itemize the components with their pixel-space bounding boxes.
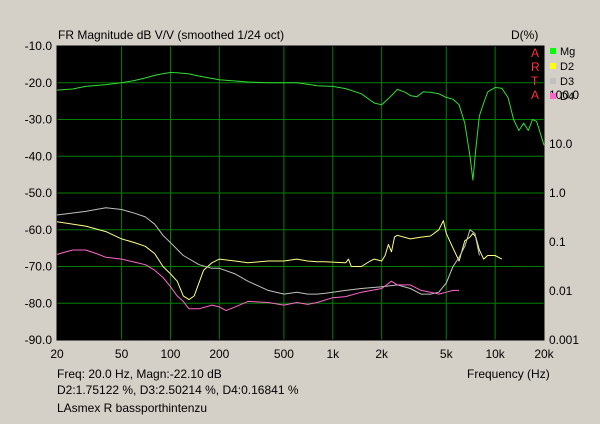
y-tick-label: -40.0 xyxy=(25,149,53,163)
right-tick-label: 10.0 xyxy=(549,137,573,151)
x-tick-label: 100 xyxy=(160,347,180,361)
watermark-letter: R xyxy=(531,60,540,74)
series-line-d4 xyxy=(56,249,460,312)
y-tick-label: -20.0 xyxy=(25,76,53,90)
x-tick-label: 500 xyxy=(274,347,294,361)
chart-title: FR Magnitude dB V/V (smoothed 1/24 oct) xyxy=(58,28,284,42)
grid xyxy=(56,45,545,341)
x-tick-label: 2k xyxy=(375,347,389,361)
x-tick-label: 200 xyxy=(209,347,229,361)
info-frequency-magnitude: Freq: 20.0 Hz, Magn:-22.10 dB xyxy=(57,367,222,381)
legend-label-d3: D3 xyxy=(560,76,574,88)
legend-swatch-mg xyxy=(550,48,556,54)
x-tick-label: 50 xyxy=(115,347,129,361)
legend-swatch-d3 xyxy=(550,78,556,84)
info-measurement-name: LAsmex R bassporthintenzu xyxy=(57,401,207,415)
right-tick-label: 100.0 xyxy=(549,88,579,102)
legend-label-d2: D2 xyxy=(560,61,574,73)
x-tick-label: 5k xyxy=(440,347,454,361)
right-axis: 100.0 10.0 1.0 0.1 0.01 0.001 xyxy=(549,88,579,347)
series-line-mg xyxy=(56,72,545,181)
watermark-letter: A xyxy=(531,46,539,60)
y-tick-label: -50.0 xyxy=(25,186,53,200)
y-tick-label: -30.0 xyxy=(25,113,53,127)
legend-swatch-d4 xyxy=(550,93,556,99)
right-axis-title: D(%) xyxy=(511,28,538,42)
right-tick-label: 0.01 xyxy=(549,284,573,298)
legend-label-mg: Mg xyxy=(560,46,575,58)
watermark-letter: A xyxy=(531,88,539,102)
plot-frame xyxy=(56,45,545,341)
info-distortion: D2:1.75122 %, D3:2.50214 %, D4:0.16841 % xyxy=(57,383,299,397)
legend-swatch-d2 xyxy=(550,63,556,69)
y-tick-label: -10.0 xyxy=(25,39,53,53)
x-axis-label: Frequency (Hz) xyxy=(467,367,550,381)
x-axis: 20 50 100 200 500 1k 2k 5k 10k 20k xyxy=(50,347,554,361)
x-tick-label: 20 xyxy=(50,347,64,361)
legend-label-d4: D4 xyxy=(560,91,574,103)
right-tick-label: 0.1 xyxy=(549,235,566,249)
legend: Mg D2 D3 D4 xyxy=(550,46,575,103)
right-tick-label: 1.0 xyxy=(549,186,566,200)
y-axis: -10.0 -20.0 -30.0 -40.0 -50.0 -60.0 -70.0 -80.0… xyxy=(25,39,53,347)
y-tick-label: -90.0 xyxy=(25,333,53,347)
x-tick-label: 20k xyxy=(534,347,554,361)
right-tick-label: 0.001 xyxy=(549,333,579,347)
series-line-d2 xyxy=(56,220,503,301)
y-tick-label: -60.0 xyxy=(25,223,53,237)
y-tick-label: -70.0 xyxy=(25,260,53,274)
watermark-letter: T xyxy=(531,74,539,88)
x-tick-label: 10k xyxy=(485,347,505,361)
y-tick-label: -80.0 xyxy=(25,296,53,310)
series-group xyxy=(56,72,545,312)
x-tick-label: 1k xyxy=(326,347,340,361)
series-line-d3 xyxy=(56,207,480,295)
